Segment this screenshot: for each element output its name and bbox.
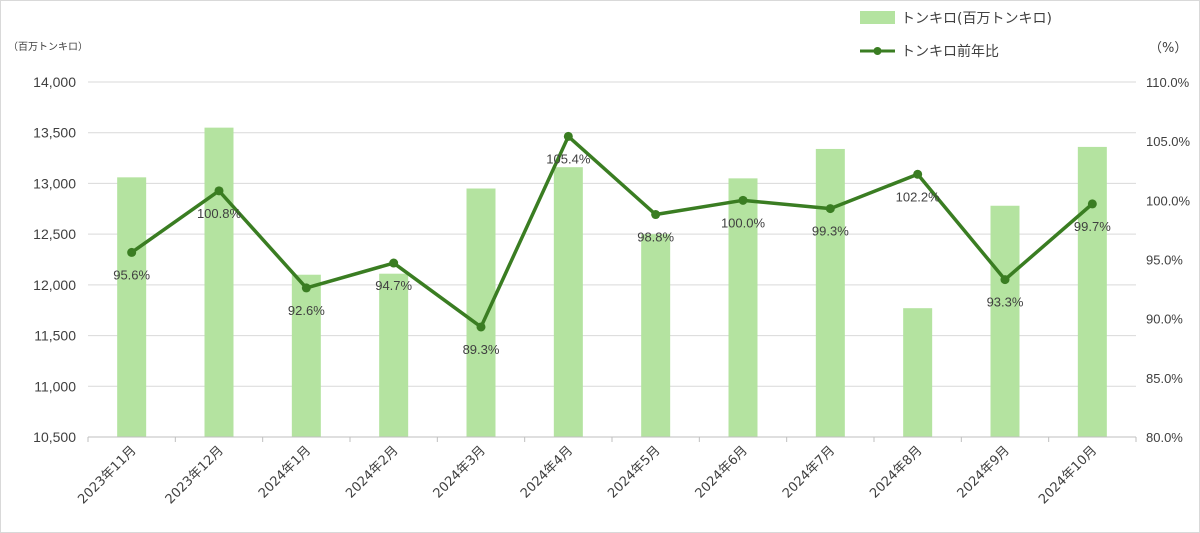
right-tick-label: 85.0% bbox=[1146, 371, 1183, 386]
yoy-data-label: 98.8% bbox=[637, 230, 674, 245]
right-tick-label: 90.0% bbox=[1146, 312, 1183, 327]
legend-bar-swatch bbox=[860, 11, 895, 24]
yoy-data-label: 99.3% bbox=[812, 224, 849, 239]
yoy-data-label: 100.0% bbox=[721, 215, 766, 230]
bar bbox=[990, 205, 1020, 437]
yoy-data-label: 92.6% bbox=[288, 303, 325, 318]
bar bbox=[553, 167, 583, 437]
yoy-point bbox=[1000, 275, 1010, 285]
left-tick-label: 12,500 bbox=[33, 226, 76, 242]
yoy-point bbox=[389, 258, 399, 268]
yoy-line bbox=[130, 134, 1094, 329]
legend-bar-label: トンキロ(百万トンキロ) bbox=[901, 11, 1052, 27]
yoy-data-label: 100.8% bbox=[197, 206, 242, 221]
bar bbox=[641, 234, 671, 437]
bar bbox=[379, 273, 409, 437]
legend-line-marker bbox=[873, 47, 882, 55]
data-labels: 95.6% 100.8% 92.6% 94.7% 89.3% 105.4% 98.8% 100… bbox=[113, 151, 1111, 357]
yoy-point bbox=[1087, 199, 1097, 209]
yoy-data-label: 94.7% bbox=[375, 278, 412, 293]
yoy-point bbox=[301, 283, 311, 293]
yoy-point bbox=[476, 322, 486, 332]
left-tick-label: 13,000 bbox=[33, 175, 76, 191]
right-tick-label: 100.0% bbox=[1146, 193, 1191, 208]
yoy-point bbox=[825, 204, 835, 214]
legend: トンキロ(百万トンキロ) トンキロ前年比 bbox=[860, 11, 1052, 60]
bar bbox=[1077, 146, 1107, 437]
yoy-point bbox=[738, 195, 748, 205]
right-tick-label: 105.0% bbox=[1146, 134, 1191, 149]
right-tick-label: 95.0% bbox=[1146, 253, 1183, 268]
yoy-data-label: 89.3% bbox=[463, 342, 500, 357]
right-tick-label: 80.0% bbox=[1146, 430, 1183, 445]
yoy-point bbox=[563, 131, 573, 141]
left-tick-label: 10,500 bbox=[33, 429, 76, 445]
yoy-data-label: 95.6% bbox=[113, 267, 150, 282]
yoy-data-label: 93.3% bbox=[987, 295, 1024, 310]
yoy-data-label: 102.2% bbox=[896, 189, 941, 204]
bar bbox=[815, 148, 845, 437]
yoy-point bbox=[651, 210, 661, 220]
left-axis-unit-label: （百万トンキロ） bbox=[8, 41, 88, 53]
bar-series bbox=[117, 127, 1107, 438]
right-tick-label: 110.0% bbox=[1146, 75, 1190, 90]
gridlines bbox=[88, 81, 1136, 387]
yoy-point bbox=[127, 247, 137, 257]
yoy-data-label: 99.7% bbox=[1074, 219, 1111, 234]
bar bbox=[204, 127, 234, 438]
left-tick-label: 12,000 bbox=[33, 277, 76, 293]
left-tick-label: 11,000 bbox=[34, 378, 76, 394]
line-series bbox=[127, 131, 1097, 332]
right-axis-unit-label: （%） bbox=[1149, 41, 1187, 56]
left-tick-label: 11,500 bbox=[34, 328, 76, 344]
bar bbox=[728, 178, 758, 437]
left-tick-label: 14,000 bbox=[33, 74, 76, 90]
bar bbox=[117, 177, 147, 438]
legend-line-label: トンキロ前年比 bbox=[901, 43, 999, 60]
left-tick-label: 13,500 bbox=[33, 125, 76, 141]
yoy-point bbox=[913, 169, 923, 179]
bar bbox=[291, 274, 321, 437]
bar bbox=[903, 308, 933, 437]
yoy-data-label: 105.4% bbox=[546, 151, 591, 166]
bar bbox=[466, 188, 496, 437]
yoy-point bbox=[214, 186, 224, 196]
